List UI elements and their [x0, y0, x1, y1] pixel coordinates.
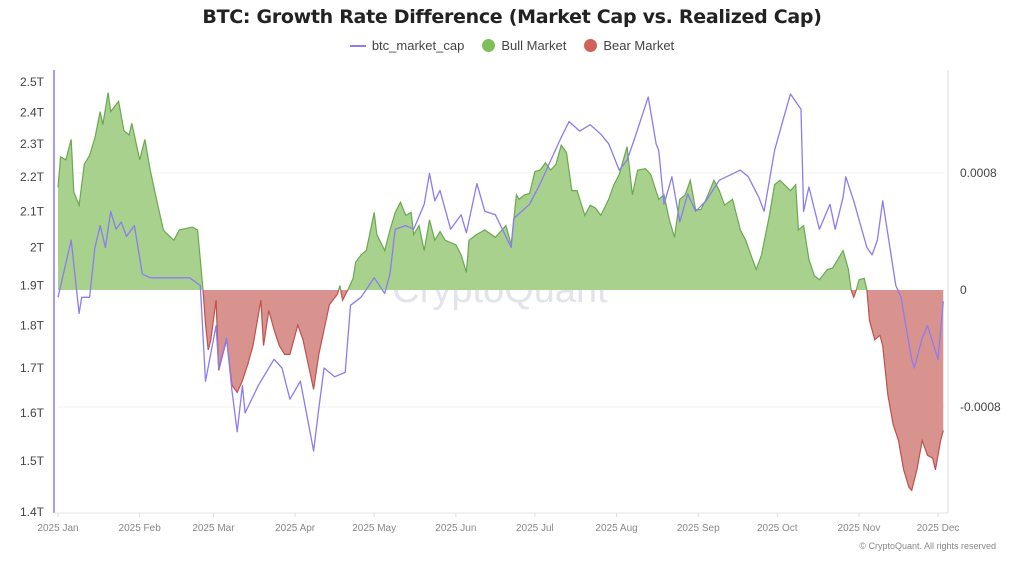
btc-market-cap-line: [57, 93, 944, 452]
bull-area-edge: [57, 92, 868, 290]
right-tick-label: 0: [960, 283, 967, 297]
legend-dot-swatch: [584, 39, 598, 52]
legend-line-swatch: [349, 44, 366, 47]
legend-item-bull[interactable]: Bull Market: [482, 38, 566, 53]
legend-item-market-cap[interactable]: btc_market_cap: [349, 38, 465, 53]
left-tick-label: 2.3T: [20, 137, 45, 151]
legend: btc_market_cap Bull Market Bear Market: [0, 38, 1024, 53]
left-tick-label: 2.2T: [20, 170, 45, 184]
left-tick-label: 2.1T: [20, 204, 45, 218]
x-tick-label: 2025 Aug: [595, 523, 637, 534]
right-tick-label: 0.0008: [960, 166, 997, 180]
right-tick-label: -0.0008: [960, 400, 1001, 414]
bear-area-fill: [58, 290, 944, 491]
x-tick-label: 2025 Jun: [435, 523, 476, 534]
left-tick-label: 2.4T: [20, 105, 45, 119]
x-tick-label: 2025 Sep: [677, 523, 720, 534]
left-tick-label: 1.9T: [20, 279, 45, 293]
bull-market-area: [57, 92, 944, 290]
x-tick-label: 2025 Jul: [516, 523, 554, 534]
left-tick-label: 2T: [30, 240, 45, 254]
left-tick-label: 1.4T: [20, 505, 45, 519]
left-tick-label: 1.5T: [20, 454, 45, 468]
bear-area-edge: [202, 290, 944, 492]
bear-market-area: [58, 290, 944, 492]
x-tick-label: 2025 Apr: [275, 523, 316, 534]
x-tick-label: 2025 Oct: [757, 523, 798, 534]
left-tick-label: 1.7T: [20, 361, 45, 375]
chart-title: BTC: Growth Rate Difference (Market Cap …: [202, 6, 822, 28]
x-tick-label: 2025 Jan: [37, 523, 78, 534]
left-tick-label: 1.8T: [20, 319, 45, 333]
bull-area-fill: [58, 92, 944, 290]
legend-item-bear[interactable]: Bear Market: [584, 38, 674, 53]
x-tick-label: 2025 Mar: [192, 523, 235, 534]
x-tick-label: 2025 Dec: [917, 523, 960, 534]
left-tick-label: 2.5T: [20, 75, 45, 89]
legend-label: Bull Market: [501, 38, 567, 53]
legend-label: btc_market_cap: [371, 38, 465, 53]
x-tick-label: 2025 Feb: [119, 523, 162, 534]
copyright: © CryptoQuant. All rights reserved: [859, 541, 996, 551]
x-tick-label: 2025 May: [352, 523, 396, 534]
legend-dot-swatch: [482, 39, 496, 52]
x-tick-label: 2025 Nov: [838, 523, 881, 534]
left-tick-label: 1.6T: [20, 406, 45, 420]
legend-label: Bear Market: [603, 38, 675, 53]
